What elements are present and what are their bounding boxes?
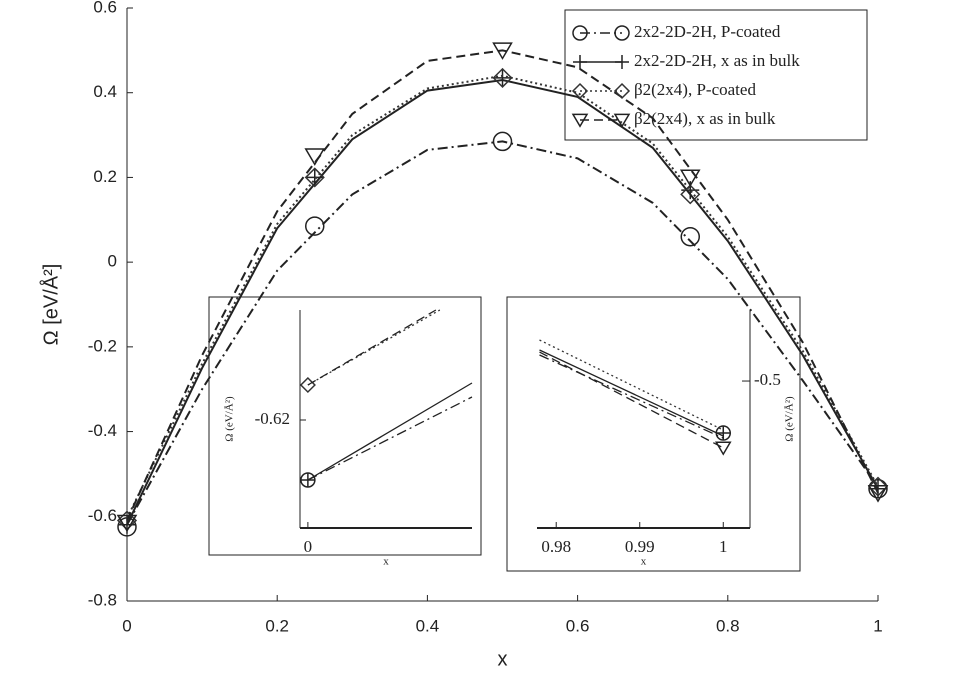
series-line: [126, 74, 879, 519]
x-tick-label: 0: [304, 537, 313, 556]
x-axis-label: x: [498, 648, 508, 670]
series-line: [307, 309, 441, 386]
marker: [714, 441, 732, 456]
x-tick-label: 0.99: [625, 537, 655, 556]
y-tick-label: -0.8: [88, 590, 117, 609]
x-tick-label: 0.6: [566, 616, 590, 635]
marker: [492, 131, 513, 152]
marker: [573, 55, 587, 69]
marker: [615, 55, 629, 69]
marker: [492, 42, 513, 60]
legend-label: β2(2x4), P-coated: [634, 80, 756, 99]
series-line: [307, 309, 437, 386]
marker: [571, 113, 589, 128]
y-tick-label: -0.4: [88, 421, 117, 440]
y-tick-label: 0: [108, 252, 117, 271]
series-line: [126, 49, 879, 521]
plot: 0.98 0.99 1 -0.5 x Ω (eV/Å²): [537, 310, 796, 568]
marker: [492, 67, 513, 88]
x-tick-label: 0: [122, 616, 131, 635]
marker: [680, 226, 700, 247]
y-axis-label: Ω (eV/Å²): [784, 396, 796, 442]
marker: [613, 82, 631, 100]
y-tick-label: -0.62: [255, 409, 290, 428]
marker: [716, 426, 731, 441]
marker: [116, 514, 138, 533]
y-tick-label: -0.5: [754, 370, 781, 389]
x-tick-label: 0.98: [541, 537, 571, 556]
x-tick-label: 1: [873, 616, 882, 635]
y-tick-label: -0.6: [88, 506, 117, 525]
series-line: [126, 140, 879, 526]
x-axis-label: x: [641, 556, 647, 568]
y-tick-label: 0.4: [93, 82, 117, 101]
series-line: [539, 339, 724, 431]
plot: 0 -0.62 x Ω (eV/Å²): [224, 309, 473, 568]
inset-frame: [506, 296, 801, 572]
series-line: [539, 351, 724, 449]
plot: 0 0.2 0.4 0.6 0.8 1 -0.8 -0.6 -0.4 -0.2 0 0.2 0.4 0.6…: [39, 0, 889, 670]
x-axis-label: x: [383, 556, 389, 568]
x-tick-label: 0.4: [416, 616, 440, 635]
y-tick-label: 0.6: [93, 0, 117, 16]
marker: [867, 485, 889, 503]
marker: [305, 216, 325, 236]
series-line: [539, 354, 724, 439]
marker: [493, 68, 512, 87]
marker: [305, 168, 324, 187]
marker: [304, 148, 326, 166]
x-tick-label: 0.8: [716, 616, 740, 635]
y-axis-label: Ω [eV/Å²]: [39, 264, 62, 346]
marker: [571, 82, 589, 100]
marker: [679, 169, 701, 188]
y-axis-label: Ω (eV/Å²): [224, 396, 236, 442]
legend-label: 2x2-2D-2H, x as in bulk: [634, 51, 800, 70]
inset-frame: [208, 296, 482, 556]
marker: [572, 25, 588, 41]
marker: [614, 25, 630, 41]
series-line: [539, 349, 724, 437]
marker: [867, 476, 889, 497]
marker: [300, 473, 315, 487]
series-line: [307, 382, 473, 481]
y-tick-label: 0.2: [93, 167, 117, 186]
x-tick-label: 1: [719, 537, 728, 556]
x-tick-label: 0.2: [265, 616, 289, 635]
legend-label: 2x2-2D-2H, P-coated: [634, 22, 781, 41]
y-tick-label: -0.2: [88, 336, 117, 355]
legend-label: β2(2x4), x as in bulk: [634, 109, 776, 128]
marker: [680, 184, 701, 205]
marker: [304, 167, 325, 188]
marker: [613, 113, 631, 128]
